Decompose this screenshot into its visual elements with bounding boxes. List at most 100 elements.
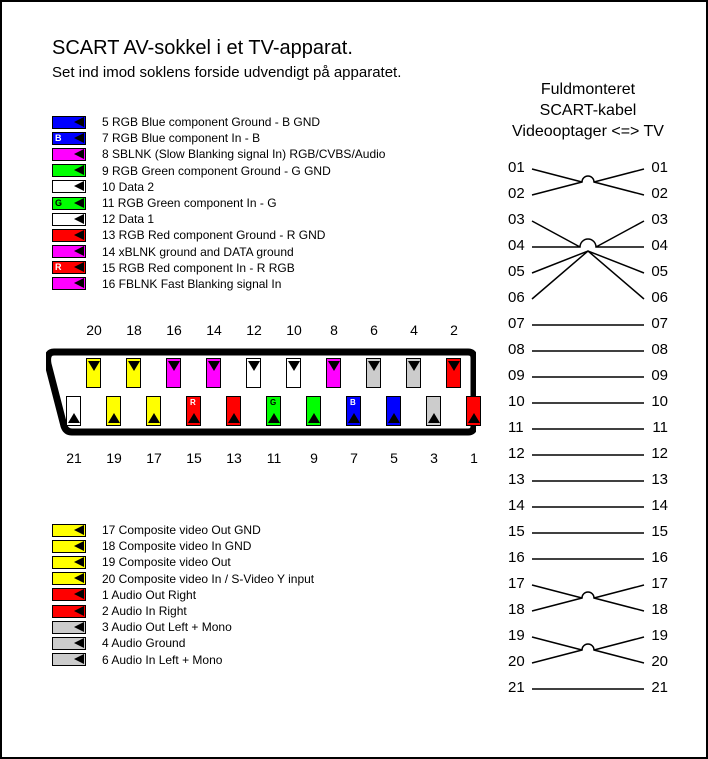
cable-right-num: 06 — [642, 289, 668, 306]
legend-label: 1 Audio Out Right — [102, 588, 196, 602]
cable-right-num: 20 — [642, 653, 668, 670]
pin-7: B — [346, 396, 361, 426]
pin-20 — [86, 358, 101, 388]
cable-row: 12 12 — [508, 442, 668, 468]
cable-right-num: 01 — [642, 159, 668, 176]
pin-number: 19 — [99, 450, 129, 466]
legend-row: 14 xBLNK ground and DATA ground — [52, 244, 385, 260]
swatch-icon — [52, 556, 86, 569]
pin-number: 8 — [319, 322, 349, 338]
legend-label: 17 Composite video Out GND — [102, 523, 261, 537]
pin-8 — [326, 358, 341, 388]
cable-left-num: 15 — [508, 523, 534, 540]
legend-label: 16 FBLNK Fast Blanking signal In — [102, 277, 281, 291]
cable-right-num: 12 — [642, 445, 668, 462]
swatch-icon — [52, 164, 86, 177]
legend-label: 12 Data 1 — [102, 212, 154, 226]
cable-left-num: 05 — [508, 263, 534, 280]
cable-left-num: 09 — [508, 367, 534, 384]
swatch-icon — [52, 245, 86, 258]
scart-connector: 2018161412108642 RGB 21191715131197531 — [46, 322, 476, 472]
pin-2 — [446, 358, 461, 388]
pin-17 — [146, 396, 161, 426]
cable-right-num: 10 — [642, 393, 668, 410]
cable-left-num: 17 — [508, 575, 534, 592]
pin-14 — [206, 358, 221, 388]
legend-row: 10 Data 2 — [52, 179, 385, 195]
cable-line — [532, 676, 644, 728]
legend-label: 6 Audio In Left + Mono — [102, 653, 222, 667]
legend-row: 5 RGB Blue component Ground - B GND — [52, 114, 385, 130]
legend-row: 6 Audio In Left + Mono — [52, 652, 314, 668]
cable-row: 1313 — [508, 468, 668, 494]
cable-right-num: 18 — [642, 601, 668, 618]
legend-row: 3 Audio Out Left + Mono — [52, 619, 314, 635]
pin-19 — [106, 396, 121, 426]
cable-left-num: 07 — [508, 315, 534, 332]
pin-number: 1 — [459, 450, 489, 466]
pin-13 — [226, 396, 241, 426]
swatch-icon — [52, 116, 86, 129]
legend-label: 11 RGB Green component In - G — [102, 196, 277, 210]
swatch-icon — [52, 637, 86, 650]
legend-bottom: 17 Composite video Out GND18 Composite v… — [52, 522, 314, 668]
cable-right-num: 21 — [642, 679, 668, 696]
pin-9 — [306, 396, 321, 426]
swatch-icon — [52, 277, 86, 290]
legend-row: 13 RGB Red component Ground - R GND — [52, 227, 385, 243]
cable-title-l3: Videooptager <=> TV — [508, 122, 668, 143]
legend-label: 3 Audio Out Left + Mono — [102, 620, 232, 634]
pin-number: 14 — [199, 322, 229, 338]
legend-label: 2 Audio In Right — [102, 604, 187, 618]
page-subtitle: Set ind imod soklens forside udvendigt p… — [52, 64, 401, 81]
pin-number: 7 — [339, 450, 369, 466]
pin-number: 13 — [219, 450, 249, 466]
pin-18 — [126, 358, 141, 388]
legend-label: 19 Composite video Out — [102, 555, 231, 569]
legend-label: 5 RGB Blue component Ground - B GND — [102, 115, 320, 129]
pin-12 — [246, 358, 261, 388]
swatch-icon — [52, 572, 86, 585]
pin-number: 15 — [179, 450, 209, 466]
legend-row: 4 Audio Ground — [52, 635, 314, 651]
cable-left-num: 02 — [508, 185, 534, 202]
swatch-icon — [52, 540, 86, 553]
cable-left-num: 21 — [508, 679, 534, 696]
swatch-icon — [52, 180, 86, 193]
cable-right-num: 09 — [642, 367, 668, 384]
swatch-icon — [52, 213, 86, 226]
pin-number: 9 — [299, 450, 329, 466]
cable-left-num: 04 — [508, 237, 534, 254]
cable-title: Fuldmonteret SCART-kabel Videooptager <=… — [508, 80, 668, 142]
cable-left-num: 10 — [508, 393, 534, 410]
cable-title-l1: Fuldmonteret — [508, 80, 668, 101]
cable-row: 1717 — [508, 572, 668, 598]
legend-row: G11 RGB Green component In - G — [52, 195, 385, 211]
legend-label: 13 RGB Red component Ground - R GND — [102, 228, 325, 242]
cable-right-num: 08 — [642, 341, 668, 358]
cable-left-num: 06 — [508, 289, 534, 306]
cable-left-num: 12 — [508, 445, 534, 462]
cable-title-l2: SCART-kabel — [508, 101, 668, 122]
swatch-icon — [52, 148, 86, 161]
swatch-icon — [52, 653, 86, 666]
pin-11: G — [266, 396, 281, 426]
legend-row: 2 Audio In Right — [52, 603, 314, 619]
swatch-icon: R — [52, 261, 86, 274]
pin-15: R — [186, 396, 201, 426]
legend-row: 16 FBLNK Fast Blanking signal In — [52, 276, 385, 292]
cable-left-num: 08 — [508, 341, 534, 358]
cable-left-num: 01 — [508, 159, 534, 176]
pin-number: 11 — [259, 450, 289, 466]
cable-left-num: 18 — [508, 601, 534, 618]
cable-row: 09 09 — [508, 364, 668, 390]
pin-number: 17 — [139, 450, 169, 466]
cable-row: 0303 — [508, 208, 668, 234]
legend-label: 10 Data 2 — [102, 180, 154, 194]
legend-row: 20 Composite video In / S-Video Y input — [52, 571, 314, 587]
pin-1 — [466, 396, 481, 426]
cable-rows: 0101020203030404050506060707080809091010… — [508, 156, 668, 702]
cable-right-num: 15 — [642, 523, 668, 540]
legend-row: 19 Composite video Out — [52, 554, 314, 570]
cable-right-num: 16 — [642, 549, 668, 566]
